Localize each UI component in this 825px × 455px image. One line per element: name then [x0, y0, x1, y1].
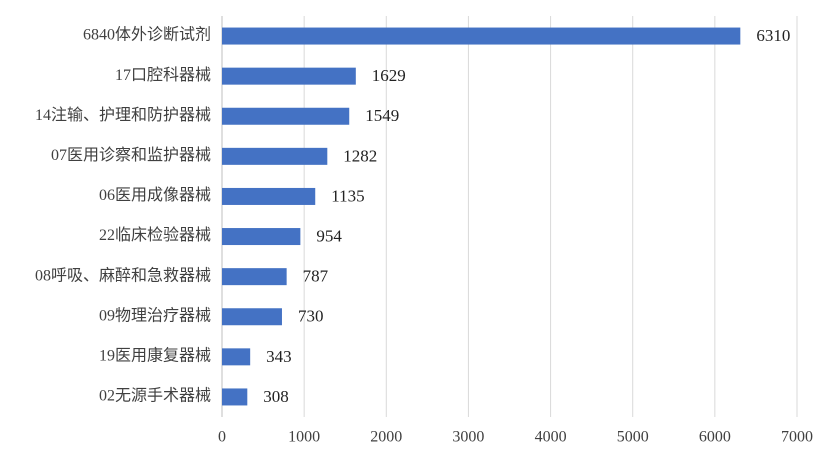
y-tick-label: 19医用康复器械 [99, 347, 211, 365]
bar [222, 27, 741, 45]
value-label: 954 [316, 226, 342, 245]
x-tick-label: 4000 [535, 429, 567, 446]
value-label: 1549 [365, 106, 399, 125]
value-label: 1135 [331, 186, 364, 205]
y-tick-label: 02无源手术器械 [99, 387, 211, 405]
x-tick-label: 3000 [452, 429, 484, 446]
y-tick-label: 17口腔科器械 [115, 66, 211, 84]
bar [222, 187, 316, 205]
y-tick-label: 08呼吸、麻醉和急救器械 [35, 266, 211, 284]
bar [222, 147, 328, 165]
y-tick-label: 09物理治疗器械 [99, 306, 211, 324]
bar [222, 388, 248, 406]
value-label: 787 [303, 267, 329, 286]
value-label: 1629 [372, 66, 406, 85]
bar [222, 67, 356, 85]
bar [222, 228, 301, 246]
x-tick-label: 5000 [617, 429, 649, 446]
x-tick-label: 2000 [370, 429, 402, 446]
x-tick-label: 7000 [781, 429, 813, 446]
value-label: 730 [298, 307, 324, 326]
bar [222, 348, 251, 366]
y-tick-label: 06医用成像器械 [99, 186, 211, 204]
value-label: 6310 [756, 26, 790, 45]
bar [222, 107, 350, 125]
y-tick-label: 6840体外诊断试剂 [83, 26, 211, 44]
bar [222, 268, 287, 286]
bar [222, 308, 282, 326]
x-tick-label: 6000 [699, 429, 731, 446]
y-tick-label: 22临床检验器械 [99, 226, 211, 244]
y-tick-label: 14注输、护理和防护器械 [35, 106, 211, 124]
value-label: 343 [266, 347, 292, 366]
x-tick-label: 1000 [288, 429, 320, 446]
value-label: 1282 [343, 146, 377, 165]
x-tick-label: 0 [218, 429, 226, 446]
value-label: 308 [263, 387, 289, 406]
y-tick-label: 07医用诊察和监护器械 [51, 146, 211, 164]
